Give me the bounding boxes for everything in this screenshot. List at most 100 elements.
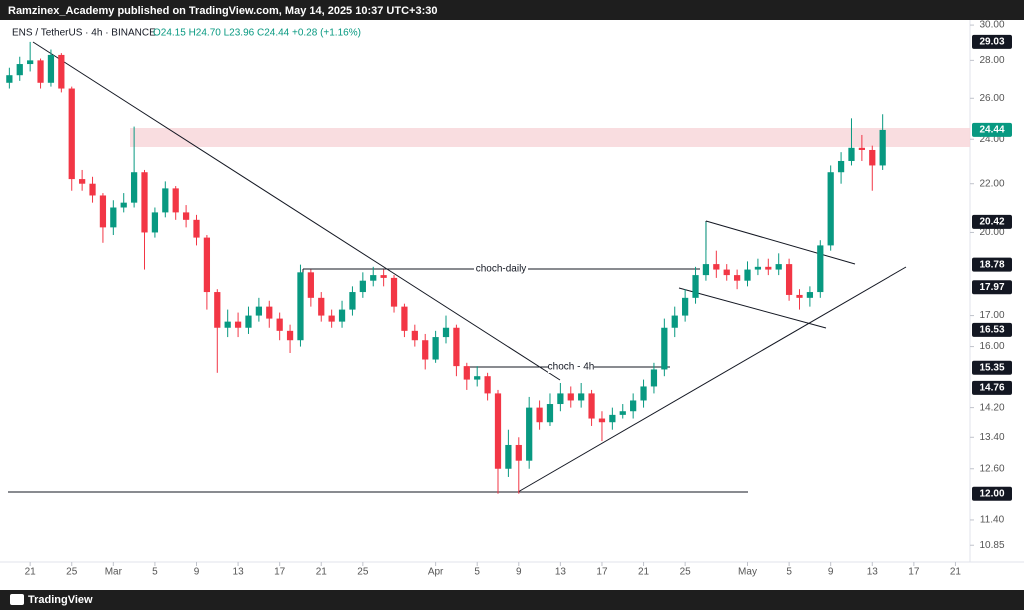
price-label: 14.76 <box>979 382 1004 393</box>
price-label-bg <box>972 322 1012 337</box>
x-tick-label: 9 <box>516 567 522 578</box>
candle-body <box>827 172 834 246</box>
annotation: choch - 4h <box>548 362 595 373</box>
price-label: 17.97 <box>979 282 1004 293</box>
x-tick-label: 5 <box>786 567 792 578</box>
candle-body <box>630 400 637 412</box>
y-tick-label: 13.40 <box>979 432 1004 443</box>
x-tick-label: Apr <box>428 567 444 578</box>
y-tick-label: 14.20 <box>979 402 1004 413</box>
y-tick-label: 11.40 <box>980 515 1005 526</box>
candle-body <box>380 275 387 278</box>
x-tick-label: 17 <box>908 567 920 578</box>
footer-brand: TradingView <box>28 594 93 606</box>
y-tick-label: 24.00 <box>979 134 1004 145</box>
candle-body <box>505 444 512 469</box>
candle-body <box>578 393 585 401</box>
candle-body <box>702 264 710 276</box>
price-label: 29.03 <box>979 37 1004 48</box>
x-tick-label: 21 <box>316 567 328 578</box>
candle-body <box>765 266 772 270</box>
price-label: 12.00 <box>979 488 1004 499</box>
candle-body <box>266 306 273 319</box>
candle-body <box>307 272 314 298</box>
candle-body <box>858 147 865 150</box>
candle-body <box>494 393 502 469</box>
candle-body <box>463 366 470 380</box>
trendline <box>517 266 907 493</box>
candle-body <box>650 369 658 387</box>
logo <box>10 594 24 605</box>
x-tick-label: 21 <box>638 567 650 578</box>
channel-line <box>678 287 827 329</box>
candle-body <box>869 149 876 166</box>
last-price-bg <box>972 122 1012 137</box>
x-tick-label: 25 <box>680 567 692 578</box>
candle-body <box>224 321 231 328</box>
candle-body <box>422 340 429 360</box>
candle-body <box>515 444 522 461</box>
candle-body <box>27 60 34 65</box>
candle-body <box>723 269 730 276</box>
candle-body <box>47 54 55 83</box>
candle-body <box>99 195 107 228</box>
x-tick-label: 5 <box>152 567 158 578</box>
x-tick-label: 17 <box>274 567 286 578</box>
candle-body <box>567 393 574 401</box>
footer <box>0 590 1024 610</box>
candle-body <box>785 264 793 295</box>
candle-body <box>848 147 855 161</box>
candle-body <box>692 275 699 298</box>
candle-body <box>682 297 689 316</box>
publisher: Ramzinex_Academy published on TradingVie… <box>8 5 437 17</box>
candle-body <box>536 407 543 423</box>
candle-body <box>6 75 13 83</box>
x-tick-label: 17 <box>596 567 608 578</box>
x-tick-label: Mar <box>105 567 123 578</box>
supply-zone <box>130 128 970 147</box>
candle-body <box>640 386 647 401</box>
candle-body <box>390 277 398 307</box>
candle-body <box>172 188 179 213</box>
x-tick-label: 9 <box>828 567 834 578</box>
candle-body <box>245 315 252 328</box>
candle-body <box>203 237 211 293</box>
price-label-bg <box>972 280 1012 295</box>
candle-body <box>130 172 138 203</box>
price-label-bg <box>972 214 1012 229</box>
candle-body <box>837 160 845 173</box>
candle-body <box>182 212 190 220</box>
x-tick-label: 13 <box>233 567 245 578</box>
candle-body <box>276 318 283 331</box>
label-bg <box>474 263 528 275</box>
candle-body <box>879 129 886 166</box>
candle-body <box>453 327 460 367</box>
candle-body <box>338 309 346 322</box>
y-tick-label: 20.00 <box>979 227 1004 238</box>
label-bg <box>548 361 594 373</box>
candle-body <box>359 280 366 293</box>
last-price: 24.44 <box>979 125 1004 136</box>
candle-body <box>411 330 418 341</box>
trendline <box>32 41 561 381</box>
candle-body <box>588 393 595 419</box>
candle-body <box>526 407 533 461</box>
candle-body <box>796 294 803 298</box>
candle-body <box>193 219 200 238</box>
candle-body <box>484 376 491 394</box>
price-label: 20.42 <box>979 216 1004 227</box>
candle-body <box>214 292 221 328</box>
candle-body <box>68 88 75 180</box>
candle-body <box>744 269 751 281</box>
candle-body <box>546 404 554 423</box>
candle-body <box>162 188 169 213</box>
candle-body <box>120 202 127 208</box>
candle-body <box>598 418 606 423</box>
price-label: 18.78 <box>979 259 1004 270</box>
candle-body <box>733 275 741 281</box>
candles <box>6 41 886 494</box>
chart-area <box>0 20 1024 590</box>
candle-body <box>89 183 96 196</box>
y-tick-label: 16.00 <box>979 341 1004 352</box>
